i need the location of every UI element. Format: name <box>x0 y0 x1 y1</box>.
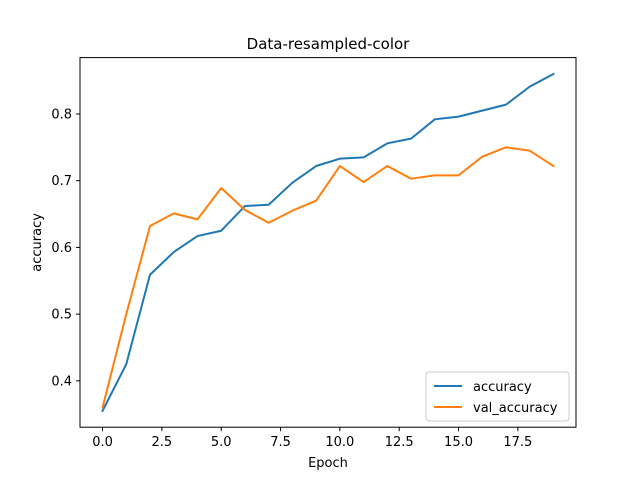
y-tick-label: 0.5 <box>51 308 72 323</box>
x-tick-label: 0.0 <box>92 435 113 450</box>
series-line-val-accuracy <box>101 146 555 409</box>
y-tick-label: 0.8 <box>51 107 72 122</box>
x-axis: 0.0 2.5 5.0 7.5 10.0 12.5 15.0 17.5 <box>92 427 532 450</box>
x-tick-label: 10.0 <box>325 435 354 450</box>
x-tick-label: 15.0 <box>444 435 473 450</box>
y-axis-label: accuracy <box>30 213 45 272</box>
legend-label-val-accuracy: val_accuracy <box>473 401 558 416</box>
x-axis-label: Epoch <box>308 456 348 471</box>
y-tick-label: 0.7 <box>51 174 72 189</box>
x-tick-label: 7.5 <box>270 435 291 450</box>
x-tick-label: 5.0 <box>211 435 232 450</box>
y-tick-label: 0.6 <box>51 241 72 256</box>
series-group <box>101 72 555 413</box>
x-tick-label: 2.5 <box>152 435 173 450</box>
plot-frame <box>79 57 577 428</box>
legend-label-accuracy: accuracy <box>473 380 532 395</box>
y-tick-label: 0.4 <box>51 374 72 389</box>
legend: accuracy val_accuracy <box>425 371 570 422</box>
x-tick-label: 17.5 <box>503 435 532 450</box>
series-line-accuracy <box>101 72 555 413</box>
y-axis: 0.4 0.5 0.6 0.7 0.8 <box>51 107 80 389</box>
x-tick-label: 12.5 <box>385 435 414 450</box>
legend-box <box>425 371 570 422</box>
chart-title: Data-resampled-color <box>247 35 411 53</box>
